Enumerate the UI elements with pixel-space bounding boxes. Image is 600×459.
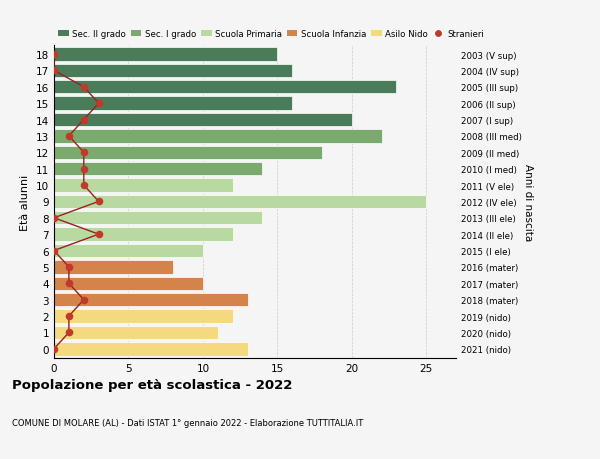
Bar [54,326,218,339]
Bar [54,81,397,94]
Point [94,100,103,107]
Point [94,231,103,238]
Bar [54,342,248,356]
Point [49,51,59,59]
Point [64,313,74,320]
Bar [54,97,292,111]
Bar [54,162,262,176]
Point [79,149,89,157]
Point [94,198,103,206]
Bar [54,228,233,241]
Bar [54,130,382,143]
Bar [54,212,262,225]
Bar [54,65,292,78]
Bar [54,277,203,291]
Legend: Sec. II grado, Sec. I grado, Scuola Primaria, Scuola Infanzia, Asilo Nido, Stran: Sec. II grado, Sec. I grado, Scuola Prim… [58,29,484,39]
Point [64,133,74,140]
Bar [54,48,277,62]
Bar [54,293,248,307]
Point [49,67,59,75]
Point [79,182,89,189]
Bar [54,146,322,160]
Point [49,215,59,222]
Point [79,166,89,173]
Y-axis label: Anni di nascita: Anni di nascita [523,163,533,241]
Point [79,84,89,91]
Point [49,247,59,255]
Bar [54,195,426,209]
Bar [54,113,352,127]
Bar [54,244,203,257]
Bar [54,310,233,323]
Text: COMUNE DI MOLARE (AL) - Dati ISTAT 1° gennaio 2022 - Elaborazione TUTTITALIA.IT: COMUNE DI MOLARE (AL) - Dati ISTAT 1° ge… [12,418,363,427]
Bar [54,261,173,274]
Y-axis label: Età alunni: Età alunni [20,174,31,230]
Point [49,345,59,353]
Point [64,329,74,336]
Point [79,297,89,304]
Bar [54,179,233,192]
Point [79,117,89,124]
Point [64,263,74,271]
Point [64,280,74,287]
Text: Popolazione per età scolastica - 2022: Popolazione per età scolastica - 2022 [12,379,292,392]
